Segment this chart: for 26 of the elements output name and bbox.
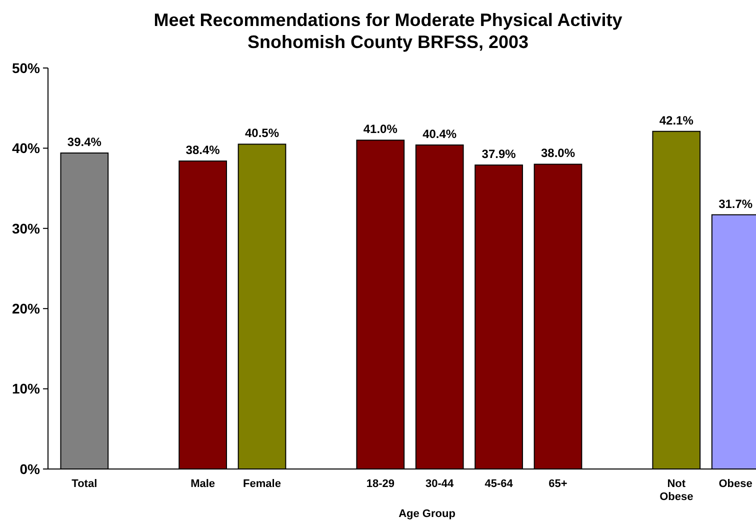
data-label: 38.0% bbox=[540, 146, 576, 160]
y-tick-label: 10% bbox=[12, 380, 41, 397]
x-tick-label: Total bbox=[72, 478, 98, 490]
x-tick-label: 30-44 bbox=[426, 478, 455, 490]
y-tick-label: 0% bbox=[20, 460, 41, 477]
data-label: 39.4% bbox=[67, 135, 102, 150]
x-tick-label: 18-29 bbox=[366, 478, 394, 490]
data-label: 38.4% bbox=[186, 143, 220, 158]
x-tick-label: Male bbox=[190, 478, 216, 490]
data-label: 41.0% bbox=[363, 122, 398, 136]
y-tick-label: 50% bbox=[12, 60, 41, 76]
x-tick-label: 65+ bbox=[548, 478, 568, 490]
x-tick-label: Not Obese bbox=[660, 478, 694, 503]
data-label: 37.9% bbox=[482, 147, 516, 162]
y-tick-label: 40% bbox=[12, 140, 41, 156]
y-tick-label: 20% bbox=[12, 300, 41, 316]
data-label: 40.5% bbox=[244, 126, 280, 140]
x-axis-title: Age Group bbox=[398, 508, 456, 520]
y-tick-label: 30% bbox=[12, 220, 41, 236]
chart-title: Meet Recommendations for Moderate Physical Activity Snohomish County BRFSS, 2003 bbox=[154, 10, 622, 52]
x-tick-label: Obese bbox=[718, 478, 752, 490]
data-label: 42.1% bbox=[659, 113, 694, 128]
x-tick-label: 45-64 bbox=[484, 478, 514, 490]
x-tick-label: Female bbox=[243, 478, 281, 490]
data-label: 40.4% bbox=[422, 126, 457, 141]
data-label: 31.7% bbox=[718, 196, 753, 211]
